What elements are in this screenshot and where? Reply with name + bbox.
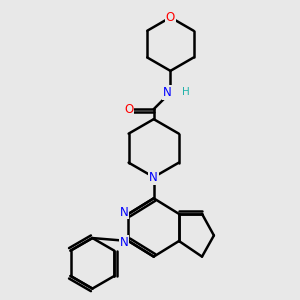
Text: N: N [163,86,172,99]
Text: N: N [149,171,158,184]
Text: O: O [124,103,134,116]
Text: H: H [182,87,190,98]
Text: N: N [120,206,128,218]
Text: N: N [120,236,128,249]
Text: O: O [166,11,175,24]
